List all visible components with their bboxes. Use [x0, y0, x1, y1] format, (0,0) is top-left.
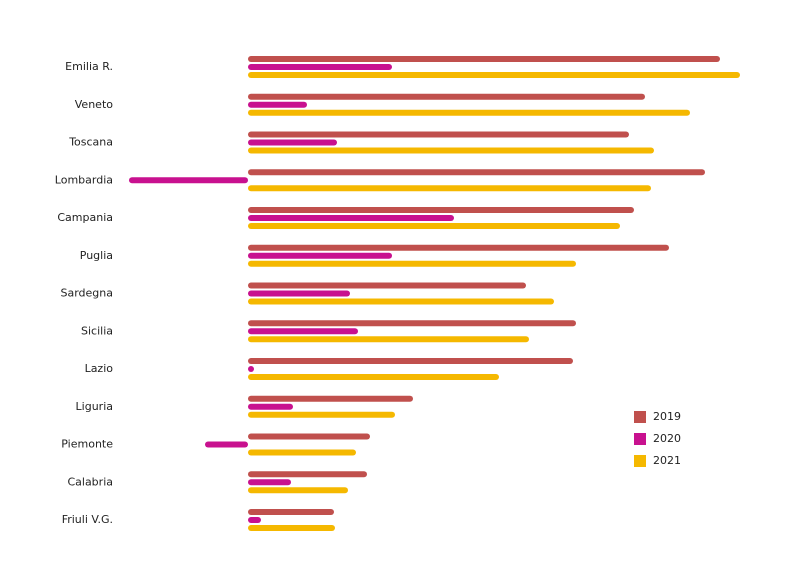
bar	[248, 366, 254, 372]
bar	[129, 177, 248, 184]
bar	[248, 56, 720, 62]
bar	[248, 282, 526, 289]
bar	[248, 517, 261, 523]
y-tick-label: Emilia R.	[65, 60, 113, 73]
bar	[248, 471, 367, 478]
legend-swatch	[634, 433, 646, 445]
bar	[248, 147, 654, 154]
bar	[248, 207, 634, 213]
y-tick-label: Calabria	[67, 475, 113, 488]
bar	[248, 298, 554, 305]
y-tick-label: Friuli V.G.	[62, 513, 113, 526]
y-tick-label: Veneto	[75, 98, 113, 111]
bar	[248, 244, 669, 251]
y-tick-label: Piemonte	[61, 438, 113, 451]
legend-swatch	[634, 411, 646, 423]
bar	[248, 290, 350, 297]
y-tick-label: Lombardia	[55, 173, 113, 186]
bar	[248, 131, 629, 138]
bar	[248, 64, 392, 70]
bar	[248, 395, 413, 402]
y-tick-label: Sardegna	[61, 287, 114, 300]
bar	[248, 139, 337, 146]
bar	[248, 320, 576, 327]
bar	[248, 403, 293, 410]
bar	[205, 441, 248, 448]
bar	[248, 433, 370, 440]
bar	[248, 215, 454, 221]
bar	[248, 509, 334, 515]
bar	[248, 336, 529, 343]
y-tick-label: Toscana	[68, 136, 113, 149]
y-tick-label: Lazio	[85, 362, 114, 375]
bar	[248, 487, 348, 494]
bar	[248, 449, 356, 456]
bar	[248, 328, 358, 335]
legend-label: 2020	[653, 432, 681, 445]
y-tick-label: Liguria	[76, 400, 113, 413]
y-tick-label: Puglia	[80, 249, 113, 262]
bar	[248, 411, 395, 418]
y-tick-label: Sicilia	[81, 324, 113, 337]
bar	[248, 93, 645, 100]
bar	[248, 252, 392, 259]
bar	[248, 72, 740, 78]
bar	[248, 223, 620, 229]
legend-label: 2019	[653, 410, 681, 423]
bar	[248, 358, 573, 364]
legend-swatch	[634, 455, 646, 467]
bar	[248, 260, 576, 267]
bar	[248, 169, 705, 176]
bar	[248, 185, 651, 192]
bar	[248, 101, 307, 108]
bar	[248, 374, 499, 380]
bar	[248, 525, 335, 531]
y-tick-label: Campania	[57, 211, 113, 224]
bar	[248, 479, 291, 486]
legend-label: 2021	[653, 454, 681, 467]
bar	[248, 109, 690, 116]
